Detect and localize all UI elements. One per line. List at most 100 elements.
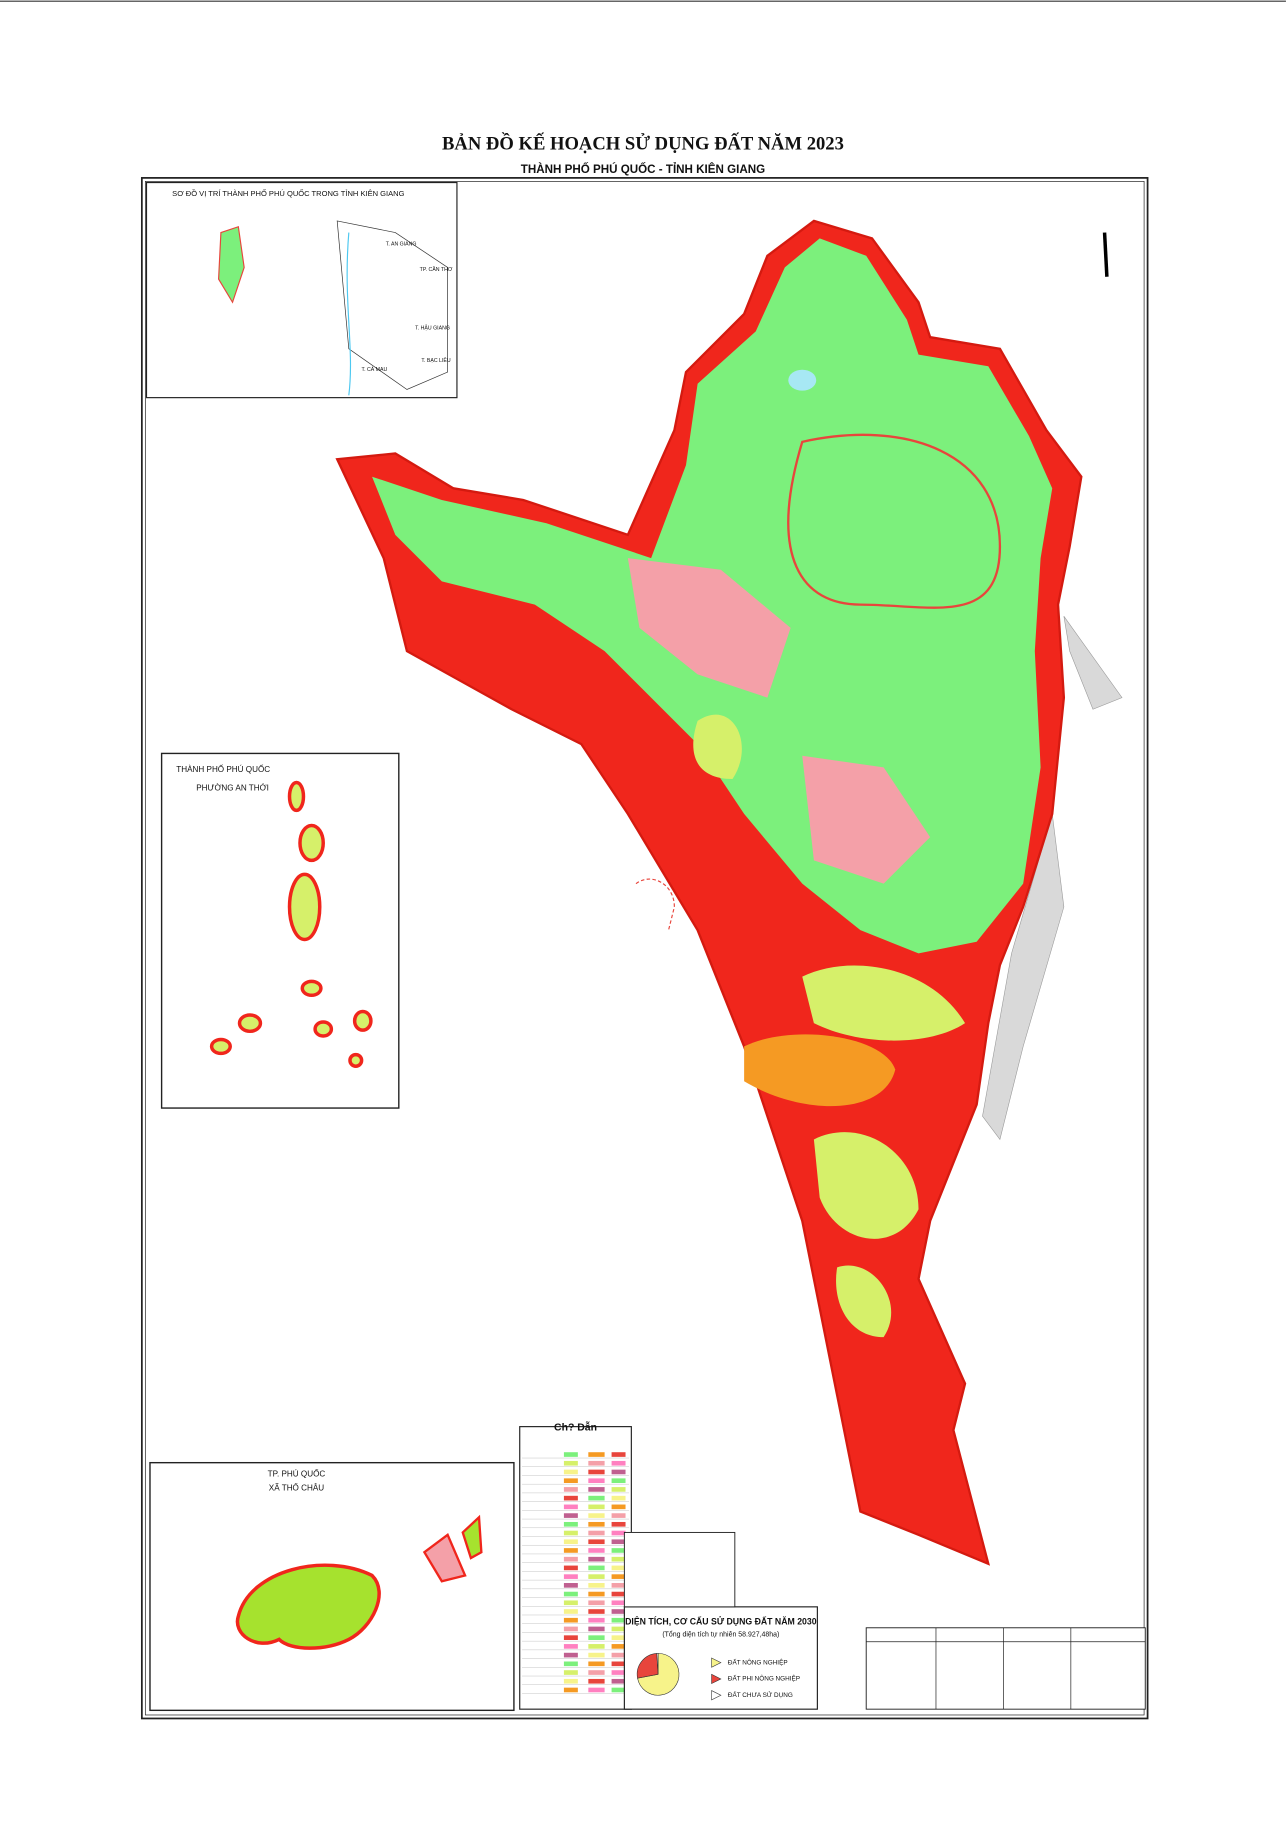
signature-grid bbox=[866, 1627, 1146, 1710]
legend-swatch bbox=[563, 1591, 578, 1597]
place-label: T. HẬU GIANG bbox=[415, 324, 450, 331]
legend-swatch bbox=[563, 1670, 578, 1675]
legend-swatch bbox=[563, 1678, 578, 1684]
an-thoi-subtitle: PHƯỜNG AN THỚI bbox=[196, 782, 269, 792]
legend-swatch bbox=[563, 1504, 578, 1510]
map-subtitle: THÀNH PHỐ PHÚ QUỐC - TỈNH KIÊN GIANG bbox=[521, 162, 765, 176]
legend-swatch bbox=[611, 1556, 626, 1562]
legend-swatch bbox=[563, 1530, 578, 1536]
place-label: T. BẠC LIÊU bbox=[421, 356, 451, 364]
legend-swatch bbox=[611, 1530, 626, 1536]
province-outline bbox=[336, 220, 448, 390]
an-thoi-islands bbox=[209, 780, 373, 1068]
north-arrow bbox=[1102, 232, 1109, 277]
legend-swatch bbox=[588, 1687, 605, 1693]
legend-swatch bbox=[588, 1539, 605, 1545]
forest-boundary bbox=[787, 433, 1002, 609]
legend-swatch bbox=[588, 1469, 605, 1475]
pie-slice bbox=[636, 1653, 659, 1679]
agri-land bbox=[744, 1034, 896, 1107]
legend-swatch bbox=[563, 1626, 578, 1632]
legend-swatch bbox=[611, 1452, 626, 1457]
legend-swatch bbox=[611, 1670, 626, 1675]
urban-land bbox=[627, 558, 931, 884]
legend-swatch bbox=[563, 1539, 578, 1545]
legend-swatch bbox=[563, 1617, 578, 1623]
legend-swatch bbox=[611, 1495, 626, 1501]
legend-swatch bbox=[588, 1556, 605, 1562]
legend-swatch bbox=[588, 1670, 605, 1675]
legend-swatch bbox=[611, 1469, 626, 1475]
legend-swatch bbox=[588, 1530, 605, 1536]
coastline bbox=[346, 232, 352, 396]
place-label: T. AN GIANG bbox=[386, 242, 417, 248]
islet bbox=[422, 1532, 467, 1583]
legend-swatch bbox=[563, 1600, 578, 1606]
legend-swatch bbox=[611, 1678, 626, 1684]
legend-swatch bbox=[563, 1521, 578, 1527]
legend-swatch bbox=[563, 1478, 578, 1484]
chart-title: DIỆN TÍCH, CƠ CẤU SỬ DỤNG ĐẤT NĂM 2030 bbox=[625, 1615, 817, 1626]
legend-swatch bbox=[563, 1556, 578, 1562]
legend-swatch bbox=[588, 1635, 605, 1640]
legend-swatch bbox=[563, 1574, 578, 1579]
an-thoi-inset bbox=[160, 752, 400, 1109]
legend-box-2 bbox=[623, 1531, 736, 1608]
legend-swatch bbox=[588, 1617, 605, 1623]
legend-swatch bbox=[588, 1661, 605, 1667]
legend-swatch bbox=[588, 1548, 605, 1553]
legend-swatch bbox=[563, 1487, 578, 1492]
legend-swatch bbox=[611, 1539, 626, 1545]
sea-boundary bbox=[635, 878, 675, 931]
legend-swatch bbox=[563, 1469, 578, 1475]
legend-swatch bbox=[588, 1504, 605, 1510]
legend-swatch bbox=[563, 1687, 578, 1693]
legend-swatch bbox=[611, 1565, 626, 1571]
chart-subtitle: (Tổng diện tích tự nhiên 58.927,48ha) bbox=[662, 1631, 779, 1639]
tho-chau-island bbox=[235, 1563, 381, 1650]
legend-swatch bbox=[588, 1626, 605, 1632]
legend-swatch bbox=[588, 1452, 605, 1457]
pie-chart: ĐẤT NÔNG NGHIỆP ĐẤT PHI NÔNG NGHIỆP ĐẤT CH… bbox=[636, 1653, 800, 1701]
place-label: T. CÀ MAU bbox=[361, 366, 387, 373]
legend-marker bbox=[711, 1690, 722, 1701]
legend-swatch bbox=[563, 1452, 578, 1457]
legend-swatch bbox=[563, 1644, 578, 1649]
legend-swatch bbox=[563, 1460, 578, 1466]
legend-marker bbox=[711, 1657, 722, 1668]
legend-swatch bbox=[611, 1600, 626, 1606]
legend-swatch bbox=[611, 1644, 626, 1649]
legend-swatch bbox=[563, 1652, 578, 1658]
legend-swatch bbox=[611, 1513, 626, 1518]
legend-rows bbox=[522, 1452, 630, 1694]
legend-swatch bbox=[588, 1591, 605, 1597]
legend-swatch bbox=[611, 1460, 626, 1466]
pie-slice bbox=[656, 1653, 659, 1675]
legend-swatch bbox=[611, 1487, 626, 1492]
legend-swatch bbox=[611, 1548, 626, 1553]
legend-swatch bbox=[563, 1635, 578, 1640]
legend-swatch bbox=[588, 1678, 605, 1684]
legend-swatch bbox=[563, 1661, 578, 1667]
crop-land bbox=[693, 714, 966, 1338]
legend-swatch bbox=[611, 1521, 626, 1527]
place-label: TP. CẦN THƠ bbox=[420, 266, 453, 273]
legend-swatch bbox=[588, 1513, 605, 1518]
an-thoi-title: THÀNH PHỐ PHÚ QUỐC bbox=[176, 763, 270, 774]
signature-block bbox=[865, 1627, 1146, 1710]
islet bbox=[461, 1514, 483, 1560]
legend-swatch bbox=[563, 1583, 578, 1588]
legend-swatch bbox=[611, 1504, 626, 1510]
legend-swatch bbox=[611, 1591, 626, 1597]
legend-label: ĐẤT CHƯA SỬ DỤNG bbox=[728, 1689, 793, 1699]
legend-title: Ch? Dẫn bbox=[554, 1421, 597, 1434]
legend-swatch bbox=[563, 1609, 578, 1614]
map-frame-inner bbox=[144, 181, 1145, 1716]
lake bbox=[788, 369, 817, 391]
legend-swatch bbox=[611, 1609, 626, 1614]
legend-swatch bbox=[588, 1609, 605, 1614]
legend-swatch bbox=[588, 1521, 605, 1527]
legend-swatch bbox=[611, 1617, 626, 1623]
tho-chau-subtitle: XÃ THỔ CHÂU bbox=[269, 1481, 325, 1492]
